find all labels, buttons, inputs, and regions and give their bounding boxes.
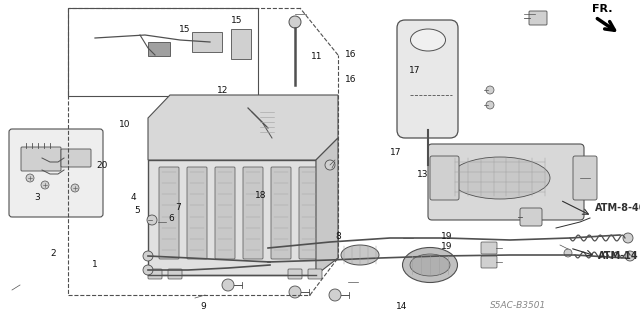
FancyBboxPatch shape xyxy=(257,107,277,137)
FancyBboxPatch shape xyxy=(430,156,459,200)
FancyBboxPatch shape xyxy=(148,269,162,279)
Ellipse shape xyxy=(403,248,458,283)
Text: 17: 17 xyxy=(390,148,401,157)
Circle shape xyxy=(41,181,49,189)
Text: 17: 17 xyxy=(409,66,420,75)
Ellipse shape xyxy=(410,29,445,51)
Text: 9: 9 xyxy=(201,302,206,311)
Circle shape xyxy=(214,151,222,159)
Polygon shape xyxy=(148,95,338,160)
Text: 1: 1 xyxy=(92,260,97,269)
Polygon shape xyxy=(316,138,338,275)
Circle shape xyxy=(147,215,157,225)
FancyBboxPatch shape xyxy=(573,156,597,200)
Ellipse shape xyxy=(341,245,379,265)
FancyBboxPatch shape xyxy=(397,20,458,138)
Text: 14: 14 xyxy=(396,302,408,311)
Text: 3: 3 xyxy=(35,193,40,202)
FancyBboxPatch shape xyxy=(148,42,170,56)
FancyBboxPatch shape xyxy=(520,208,542,226)
Circle shape xyxy=(289,286,301,298)
FancyBboxPatch shape xyxy=(61,149,91,167)
Ellipse shape xyxy=(450,157,550,199)
FancyBboxPatch shape xyxy=(215,167,235,259)
Circle shape xyxy=(218,164,226,172)
Circle shape xyxy=(329,289,341,301)
Text: 12: 12 xyxy=(217,86,228,95)
Text: 5: 5 xyxy=(135,206,140,215)
Text: 8: 8 xyxy=(335,232,340,241)
Text: 16: 16 xyxy=(345,75,356,84)
Text: 13: 13 xyxy=(417,170,428,179)
FancyBboxPatch shape xyxy=(168,269,182,279)
Circle shape xyxy=(222,279,234,291)
Text: 7: 7 xyxy=(175,204,180,212)
Text: 15: 15 xyxy=(231,16,243,25)
FancyBboxPatch shape xyxy=(21,147,61,171)
Text: 18: 18 xyxy=(255,191,267,200)
Circle shape xyxy=(486,86,494,94)
FancyBboxPatch shape xyxy=(308,269,322,279)
Text: 19: 19 xyxy=(441,242,452,251)
Circle shape xyxy=(143,265,153,275)
Text: 6: 6 xyxy=(169,214,174,223)
FancyBboxPatch shape xyxy=(187,167,207,259)
Circle shape xyxy=(143,251,153,261)
FancyBboxPatch shape xyxy=(192,32,222,52)
Circle shape xyxy=(71,184,79,192)
Circle shape xyxy=(486,101,494,109)
FancyBboxPatch shape xyxy=(299,167,319,259)
Text: ATM-8-40: ATM-8-40 xyxy=(595,203,640,213)
FancyBboxPatch shape xyxy=(288,269,302,279)
Circle shape xyxy=(623,233,633,243)
Circle shape xyxy=(289,16,301,28)
FancyBboxPatch shape xyxy=(148,160,316,275)
Circle shape xyxy=(325,160,335,170)
FancyBboxPatch shape xyxy=(271,167,291,259)
Circle shape xyxy=(564,249,572,257)
Text: 19: 19 xyxy=(441,232,452,241)
Text: S5AC-B3501: S5AC-B3501 xyxy=(490,300,547,309)
FancyBboxPatch shape xyxy=(231,29,251,59)
Text: 15: 15 xyxy=(179,25,190,34)
FancyBboxPatch shape xyxy=(9,129,103,217)
Text: 4: 4 xyxy=(131,193,136,202)
Circle shape xyxy=(625,251,635,261)
Text: 11: 11 xyxy=(311,52,323,61)
Text: 16: 16 xyxy=(345,50,356,59)
Ellipse shape xyxy=(410,254,450,276)
FancyBboxPatch shape xyxy=(428,144,584,220)
FancyBboxPatch shape xyxy=(481,256,497,268)
Text: 10: 10 xyxy=(119,120,131,129)
FancyBboxPatch shape xyxy=(243,167,263,259)
FancyBboxPatch shape xyxy=(529,11,547,25)
Text: 20: 20 xyxy=(97,161,108,170)
Text: ATM-14: ATM-14 xyxy=(598,251,639,261)
Text: FR.: FR. xyxy=(592,4,612,14)
Circle shape xyxy=(26,174,34,182)
FancyBboxPatch shape xyxy=(481,242,497,254)
Text: 2: 2 xyxy=(51,249,56,258)
FancyBboxPatch shape xyxy=(159,167,179,259)
